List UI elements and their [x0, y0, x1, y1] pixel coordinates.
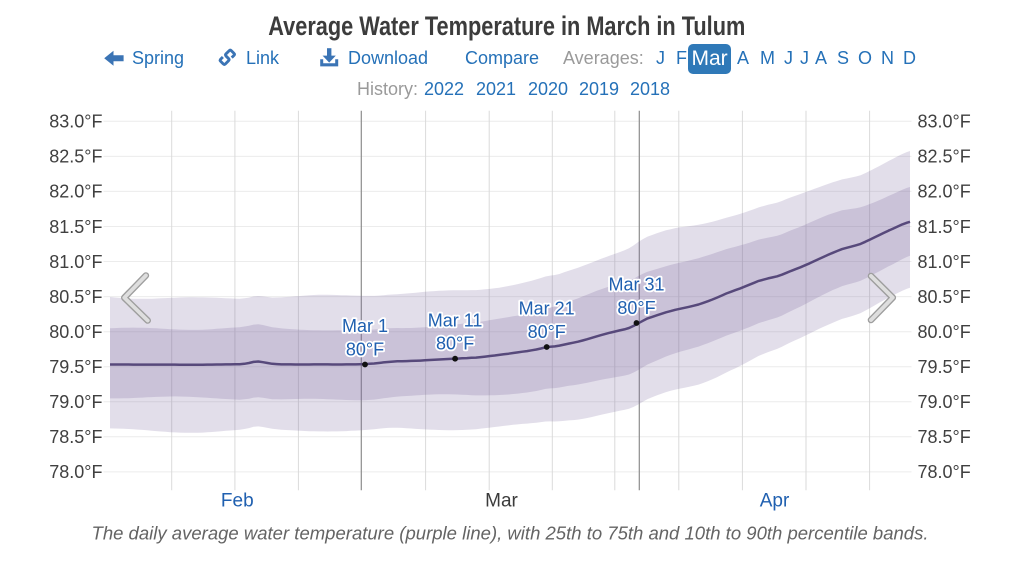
- svg-text:82.5°F: 82.5°F: [918, 147, 971, 167]
- svg-text:82.0°F: 82.0°F: [918, 182, 971, 202]
- svg-text:80°F: 80°F: [528, 322, 566, 342]
- svg-text:80.0°F: 80.0°F: [49, 322, 102, 342]
- svg-text:81.0°F: 81.0°F: [918, 252, 971, 272]
- svg-text:80.5°F: 80.5°F: [49, 287, 102, 307]
- svg-text:Mar 11: Mar 11: [428, 310, 483, 330]
- svg-text:The daily average water temper: The daily average water temperature (pur…: [92, 523, 929, 544]
- svg-text:Mar 31: Mar 31: [608, 275, 664, 295]
- svg-text:78.0°F: 78.0°F: [49, 462, 102, 482]
- svg-text:Mar 21: Mar 21: [519, 299, 575, 319]
- svg-text:80°F: 80°F: [436, 334, 474, 354]
- svg-text:79.0°F: 79.0°F: [918, 392, 971, 412]
- svg-text:82.0°F: 82.0°F: [49, 182, 102, 202]
- svg-text:81.5°F: 81.5°F: [918, 217, 971, 237]
- svg-text:83.0°F: 83.0°F: [918, 112, 971, 132]
- svg-text:81.5°F: 81.5°F: [49, 217, 102, 237]
- svg-text:78.5°F: 78.5°F: [49, 427, 102, 447]
- svg-text:Mar 1: Mar 1: [342, 316, 388, 336]
- svg-text:81.0°F: 81.0°F: [49, 252, 102, 272]
- svg-text:Apr: Apr: [760, 491, 790, 512]
- svg-text:Feb: Feb: [221, 491, 254, 512]
- svg-text:83.0°F: 83.0°F: [49, 112, 102, 132]
- svg-text:82.5°F: 82.5°F: [49, 147, 102, 167]
- svg-text:78.0°F: 78.0°F: [918, 462, 971, 482]
- svg-text:78.5°F: 78.5°F: [918, 427, 971, 447]
- svg-text:79.5°F: 79.5°F: [918, 357, 971, 377]
- svg-text:80°F: 80°F: [346, 340, 384, 360]
- svg-text:Mar: Mar: [485, 491, 518, 512]
- svg-text:80°F: 80°F: [617, 298, 655, 318]
- svg-text:79.5°F: 79.5°F: [49, 357, 102, 377]
- svg-text:79.0°F: 79.0°F: [49, 392, 102, 412]
- svg-text:80.5°F: 80.5°F: [918, 287, 971, 307]
- svg-text:80.0°F: 80.0°F: [918, 322, 971, 342]
